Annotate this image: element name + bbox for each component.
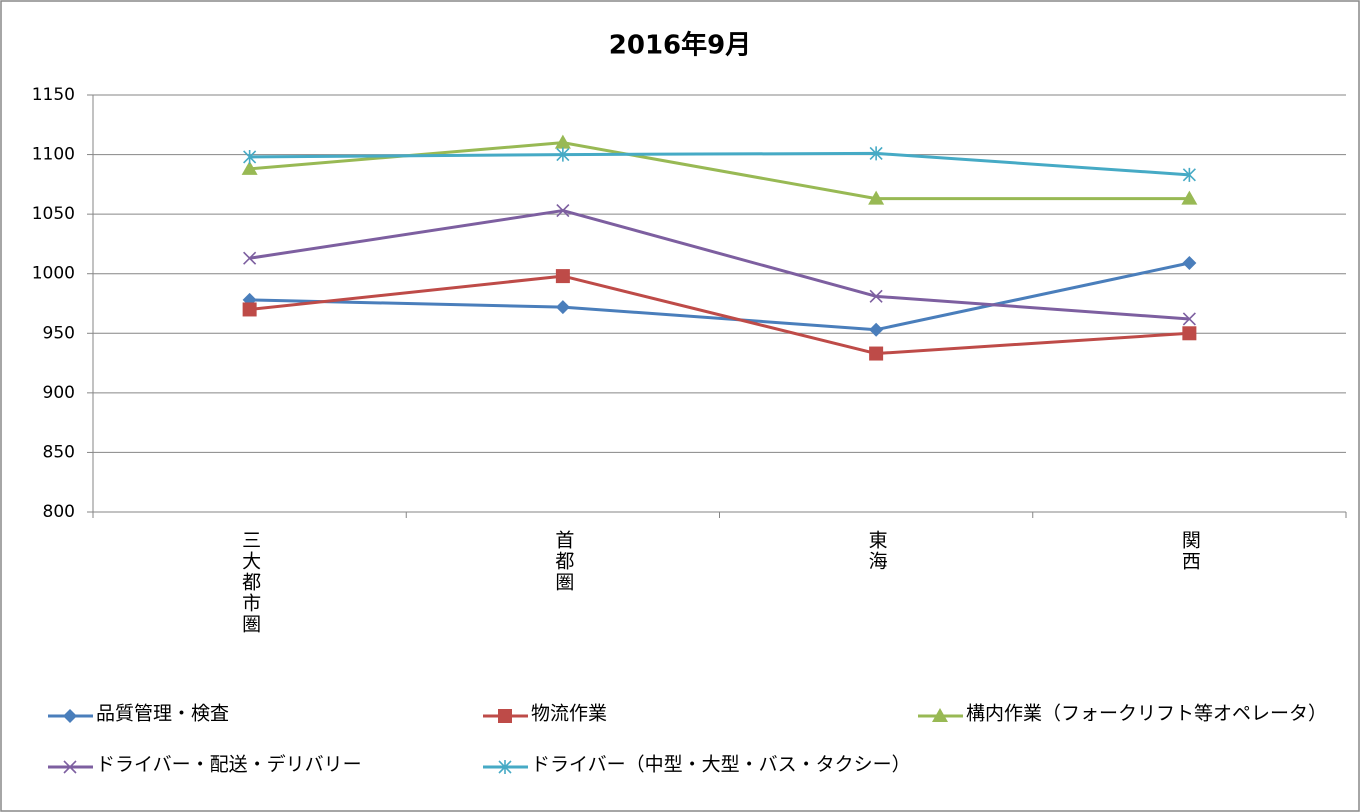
marker (242, 302, 257, 317)
legend-label: 品質管理・検査 (96, 703, 229, 725)
y-tick-label: 1100 (32, 145, 75, 165)
legend-label: ドライバー（中型・大型・バス・タクシー） (531, 754, 911, 776)
marker (243, 251, 257, 265)
legend-item: 品質管理・検査 (48, 703, 229, 725)
marker (1182, 312, 1196, 326)
marker (63, 760, 77, 774)
series-line (249, 274, 1190, 356)
marker (554, 134, 571, 149)
legend-label: 物流作業 (531, 703, 607, 725)
x-tick-label: 東海 (866, 530, 888, 572)
marker (869, 322, 884, 337)
marker (243, 149, 257, 164)
legend-item: 物流作業 (483, 703, 607, 725)
marker (1181, 190, 1198, 205)
legend-item: ドライバー（中型・大型・バス・タクシー） (483, 754, 911, 776)
x-tick-label: 首都圏 (552, 530, 574, 593)
x-tick-label: 関西 (1179, 530, 1201, 572)
x-tick-label: 三大都市圏 (239, 530, 261, 635)
marker (63, 709, 77, 723)
marker (498, 709, 512, 723)
marker (1182, 326, 1197, 341)
marker (1182, 167, 1196, 182)
marker (555, 269, 570, 284)
y-tick-label: 850 (43, 442, 75, 462)
chart-title: 2016年9月 (609, 30, 751, 61)
y-tick-label: 950 (43, 323, 75, 343)
y-tick-label: 1150 (32, 85, 75, 105)
legend-item: 構内作業（フォークリフト等オペレータ） (918, 703, 1327, 725)
marker (556, 204, 570, 218)
y-tick-label: 1050 (32, 204, 75, 224)
series-line (249, 151, 1190, 177)
series-line (249, 209, 1190, 321)
y-tick-label: 1000 (32, 264, 75, 284)
marker (869, 146, 883, 161)
marker (556, 147, 570, 162)
y-tick-label: 900 (43, 383, 75, 403)
y-tick-label: 800 (43, 502, 75, 522)
marker (555, 300, 570, 315)
legend-label: ドライバー・配送・デリバリー (96, 754, 362, 776)
marker (869, 346, 884, 361)
marker (498, 760, 512, 774)
legend-label: 構内作業（フォークリフト等オペレータ） (966, 703, 1327, 725)
marker (241, 160, 258, 175)
marker (1182, 255, 1197, 270)
marker (869, 289, 883, 303)
marker (868, 190, 885, 205)
legend-item: ドライバー・配送・デリバリー (48, 754, 362, 776)
series-line (249, 261, 1190, 332)
marker (932, 708, 948, 722)
